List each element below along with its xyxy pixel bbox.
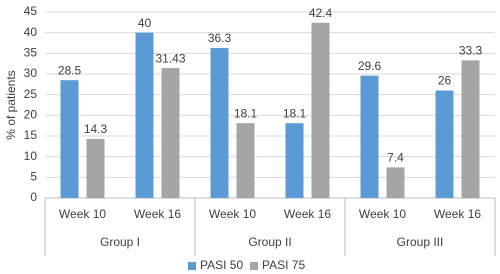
data-label: 42.4 xyxy=(309,6,333,20)
data-label: 7.4 xyxy=(387,151,404,165)
bar xyxy=(135,32,154,198)
data-label: 33.3 xyxy=(459,44,483,58)
legend-label: PASI 50 xyxy=(200,258,243,272)
data-label: 29.6 xyxy=(358,59,382,73)
y-tick-label: 5 xyxy=(30,170,37,184)
x-tick-label: Week 16 xyxy=(434,207,481,221)
data-label: 36.3 xyxy=(208,31,232,45)
legend-swatch xyxy=(250,262,258,270)
y-tick-label: 15 xyxy=(24,128,38,142)
x-tick-label: Week 10 xyxy=(209,207,256,221)
group-label: Group II xyxy=(248,235,291,249)
bar xyxy=(236,123,255,198)
data-label: 18.1 xyxy=(234,106,258,120)
y-tick-label: 40 xyxy=(24,25,38,39)
data-label: 18.1 xyxy=(283,106,307,120)
data-label: 26 xyxy=(438,74,452,88)
legend-label: PASI 75 xyxy=(262,258,305,272)
data-label: 28.5 xyxy=(58,63,82,77)
bar xyxy=(210,47,229,199)
bar xyxy=(386,167,405,198)
data-label: 14.3 xyxy=(84,122,108,136)
data-label: 31.43 xyxy=(155,51,185,65)
bar xyxy=(86,138,105,198)
y-axis-label: % of patients xyxy=(4,70,18,139)
y-tick-label: 20 xyxy=(24,108,38,122)
y-tick-label: 35 xyxy=(24,46,38,60)
bar xyxy=(360,75,379,198)
group-label: Group I xyxy=(100,235,140,249)
legend-swatch xyxy=(188,262,196,270)
bar xyxy=(461,60,480,198)
y-tick-label: 0 xyxy=(30,190,37,204)
x-tick-label: Week 16 xyxy=(134,207,181,221)
bar xyxy=(285,123,304,198)
x-tick-label: Week 16 xyxy=(284,207,331,221)
y-tick-label: 10 xyxy=(24,149,38,163)
bar xyxy=(435,90,454,198)
bar xyxy=(161,68,180,199)
bar xyxy=(311,22,330,198)
group-label: Group III xyxy=(397,235,444,249)
x-tick-label: Week 10 xyxy=(359,207,406,221)
y-tick-label: 25 xyxy=(24,87,38,101)
bar xyxy=(60,80,79,198)
x-tick-label: Week 10 xyxy=(59,207,106,221)
y-tick-label: 45 xyxy=(24,4,38,18)
y-tick-label: 30 xyxy=(24,66,38,80)
data-label: 40 xyxy=(138,16,152,30)
